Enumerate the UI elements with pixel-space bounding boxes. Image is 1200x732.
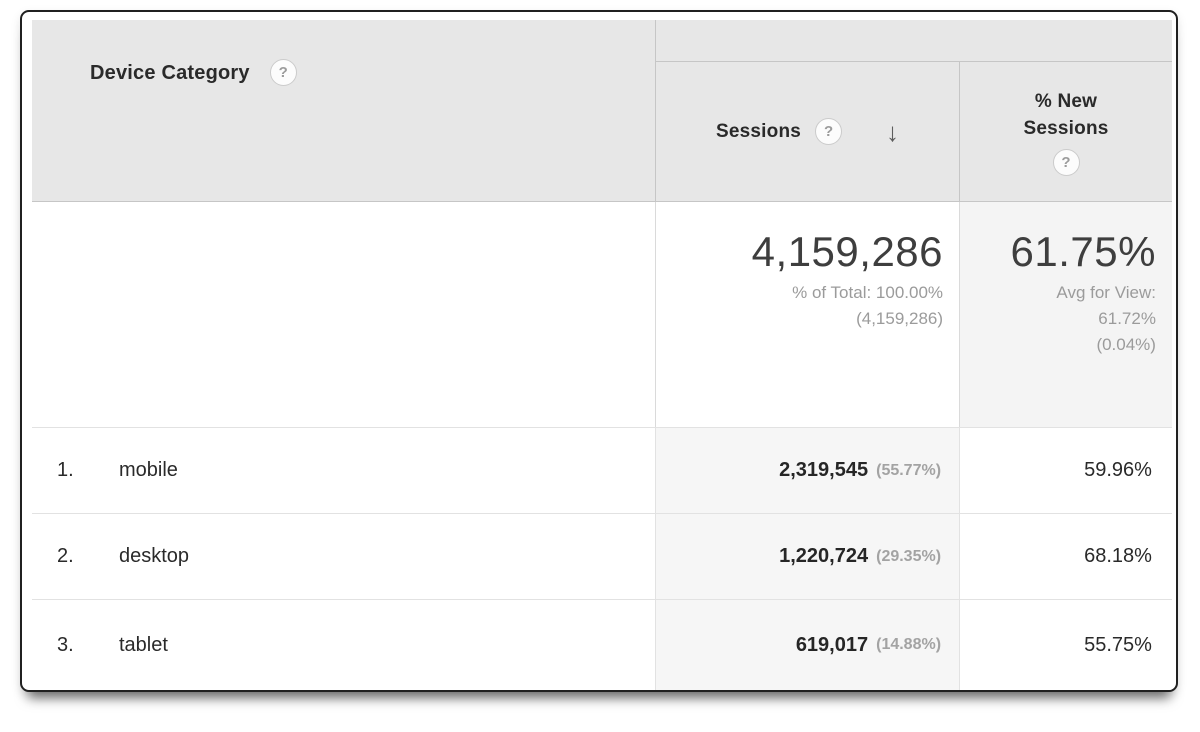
new-sessions-value: 68.18%	[1084, 545, 1152, 567]
sessions-percent: (29.35%)	[876, 547, 942, 565]
row-label-tablet[interactable]: tablet	[119, 633, 168, 656]
sessions-total-percent-of-total: % of Total: 100.00%	[792, 283, 944, 302]
help-icon[interactable]: ?	[815, 118, 843, 145]
table-row-dimension: 3. tablet	[32, 599, 655, 690]
sessions-value: 2,319,545	[779, 459, 869, 481]
table-row-new-sessions: 59.96%	[959, 427, 1172, 513]
sessions-total-absolute: (4,159,286)	[856, 309, 944, 328]
row-index: 2.	[57, 545, 74, 567]
new-sessions-avg-delta: (0.04%)	[1096, 335, 1156, 354]
new-sessions-header-label[interactable]: % New Sessions	[1023, 90, 1109, 139]
help-icon[interactable]: ?	[1052, 148, 1080, 176]
dimension-header-cell: Device Category ?	[32, 20, 655, 202]
new-sessions-value: 55.75%	[1084, 633, 1152, 656]
device-category-table: Device Category ? Sessions ? ↓ % New Ses…	[32, 20, 1172, 690]
table-row-dimension: 1. mobile	[32, 427, 655, 513]
sessions-total: 4,159,286	[751, 228, 944, 275]
table-row-dimension: 2. desktop	[32, 513, 655, 599]
new-sessions-avg-value: 61.72%	[1098, 309, 1156, 328]
help-icon[interactable]: ?	[269, 59, 297, 86]
sessions-header-cell: Sessions ? ↓	[655, 20, 960, 202]
table-row-new-sessions: 55.75%	[959, 599, 1172, 690]
summary-new-sessions-cell: 61.75% Avg for View: 61.72% (0.04%)	[959, 202, 1172, 427]
row-label-mobile[interactable]: mobile	[119, 459, 178, 481]
report-card: Device Category ? Sessions ? ↓ % New Ses…	[20, 10, 1178, 692]
sort-descending-icon[interactable]: ↓	[886, 116, 900, 147]
new-sessions-header-content[interactable]: % New Sessions ?	[959, 62, 1172, 201]
table-row-sessions: 1,220,724 (29.35%)	[655, 513, 960, 599]
sessions-value: 1,220,724	[779, 545, 869, 567]
row-index: 1.	[57, 459, 74, 481]
new-sessions-avg-label: Avg for View:	[1056, 283, 1156, 302]
report-table: Device Category ? Sessions ? ↓ % New Ses…	[22, 12, 1176, 690]
row-index: 3.	[57, 633, 74, 656]
sessions-value: 619,017	[795, 633, 869, 656]
table-row-sessions: 619,017 (14.88%)	[655, 599, 960, 690]
summary-sessions-cell: 4,159,286 % of Total: 100.00% (4,159,286…	[655, 202, 960, 427]
new-sessions-value: 59.96%	[1084, 459, 1152, 481]
sessions-header-label[interactable]: Sessions	[716, 120, 802, 142]
table-row-sessions: 2,319,545 (55.77%)	[655, 427, 960, 513]
sessions-header-content[interactable]: Sessions ? ↓	[656, 62, 959, 201]
row-label-desktop[interactable]: desktop	[119, 545, 190, 567]
sessions-percent: (55.77%)	[876, 461, 942, 479]
dimension-header-label: Device Category	[90, 62, 250, 84]
summary-dimension-cell	[32, 202, 655, 427]
table-row-new-sessions: 68.18%	[959, 513, 1172, 599]
metric-group-strip	[656, 20, 960, 62]
new-sessions-average: 61.75%	[1010, 228, 1156, 275]
metric-group-strip	[959, 20, 1172, 62]
new-sessions-header-cell: % New Sessions ?	[959, 20, 1172, 202]
sessions-percent: (14.88%)	[876, 636, 942, 653]
